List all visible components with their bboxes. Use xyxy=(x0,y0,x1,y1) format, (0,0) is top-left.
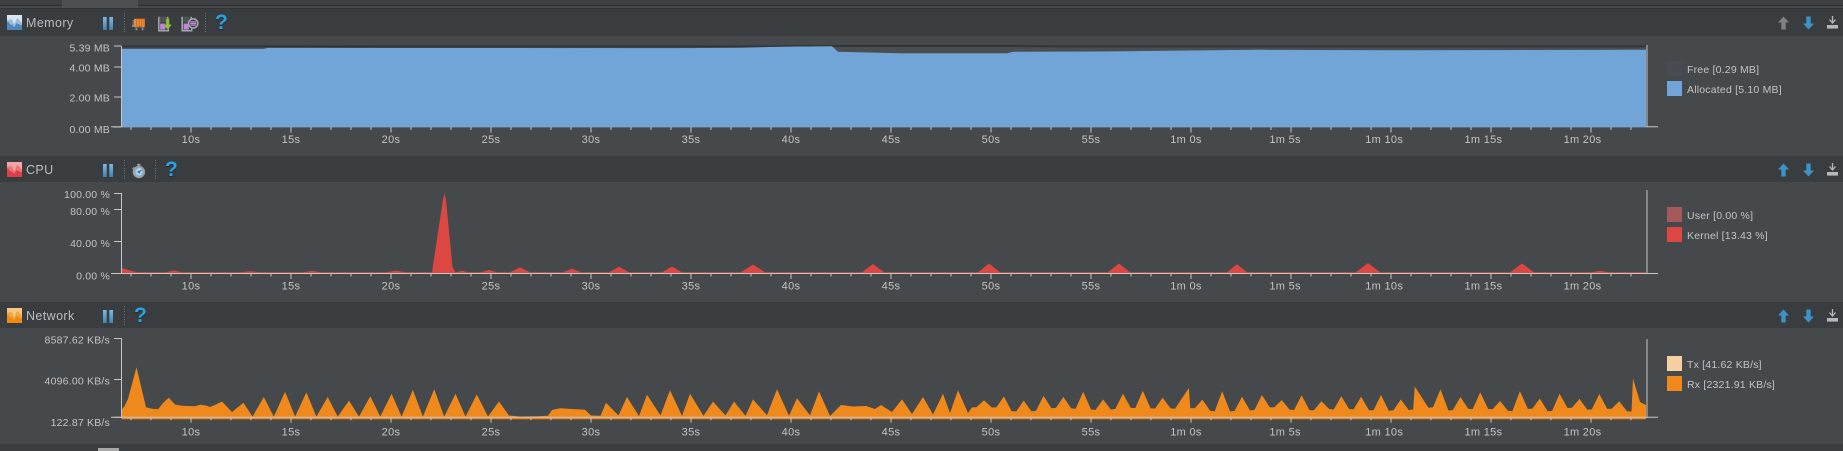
svg-text:25s: 25s xyxy=(482,281,501,293)
svg-text:20s: 20s xyxy=(382,134,401,146)
svg-text:1m 15s: 1m 15s xyxy=(1464,427,1502,439)
svg-text:25s: 25s xyxy=(482,134,501,146)
svg-text:Free [0.29 MB]: Free [0.29 MB] xyxy=(1687,64,1759,76)
svg-text:1m 10s: 1m 10s xyxy=(1365,427,1403,439)
svg-text:1m 0s: 1m 0s xyxy=(1170,134,1202,146)
svg-text:1m 10s: 1m 10s xyxy=(1365,281,1403,293)
svg-text:40.00 %: 40.00 % xyxy=(70,238,110,250)
svg-text:Kernel [13.43 %]: Kernel [13.43 %] xyxy=(1687,230,1768,242)
svg-text:0.00 %: 0.00 % xyxy=(76,271,110,283)
svg-text:1m 15s: 1m 15s xyxy=(1464,134,1502,146)
svg-text:1m 5s: 1m 5s xyxy=(1269,134,1301,146)
svg-text:1m 20s: 1m 20s xyxy=(1564,427,1602,439)
svg-text:15s: 15s xyxy=(282,427,301,439)
svg-text:1m 15s: 1m 15s xyxy=(1464,281,1502,293)
svg-text:55s: 55s xyxy=(1082,281,1101,293)
svg-text:122.87 KB/s: 122.87 KB/s xyxy=(51,417,110,429)
svg-text:45s: 45s xyxy=(882,427,901,439)
svg-text:35s: 35s xyxy=(682,134,701,146)
svg-text:1m 20s: 1m 20s xyxy=(1564,134,1602,146)
svg-text:30s: 30s xyxy=(582,281,601,293)
svg-text:8587.62 KB/s: 8587.62 KB/s xyxy=(45,335,110,347)
svg-text:55s: 55s xyxy=(1082,134,1101,146)
svg-text:50s: 50s xyxy=(982,427,1001,439)
svg-text:45s: 45s xyxy=(882,281,901,293)
svg-text:40s: 40s xyxy=(782,427,801,439)
svg-text:4.00 MB: 4.00 MB xyxy=(69,63,110,75)
svg-text:1m 20s: 1m 20s xyxy=(1564,281,1602,293)
svg-text:30s: 30s xyxy=(582,134,601,146)
svg-text:55s: 55s xyxy=(1082,427,1101,439)
svg-text:25s: 25s xyxy=(482,427,501,439)
svg-text:5.39 MB: 5.39 MB xyxy=(69,43,110,55)
svg-text:35s: 35s xyxy=(682,281,701,293)
svg-text:10s: 10s xyxy=(182,427,201,439)
svg-text:50s: 50s xyxy=(982,281,1001,293)
svg-text:15s: 15s xyxy=(282,134,301,146)
svg-text:40s: 40s xyxy=(782,134,801,146)
svg-text:10s: 10s xyxy=(182,134,201,146)
svg-text:Tx [41.62 KB/s]: Tx [41.62 KB/s] xyxy=(1687,359,1762,371)
svg-text:10s: 10s xyxy=(182,281,201,293)
svg-text:1m 10s: 1m 10s xyxy=(1365,134,1403,146)
svg-text:1m 0s: 1m 0s xyxy=(1170,281,1202,293)
svg-text:1m 5s: 1m 5s xyxy=(1269,427,1301,439)
svg-text:Rx [2321.91 KB/s]: Rx [2321.91 KB/s] xyxy=(1687,379,1775,391)
svg-text:40s: 40s xyxy=(782,281,801,293)
svg-text:20s: 20s xyxy=(382,281,401,293)
svg-text:1m 0s: 1m 0s xyxy=(1170,427,1202,439)
svg-text:2.00 MB: 2.00 MB xyxy=(69,93,110,105)
svg-text:User [0.00 %]: User [0.00 %] xyxy=(1687,210,1753,222)
svg-text:30s: 30s xyxy=(582,427,601,439)
svg-text:Allocated [5.10 MB]: Allocated [5.10 MB] xyxy=(1687,84,1782,96)
svg-text:45s: 45s xyxy=(882,134,901,146)
svg-text:35s: 35s xyxy=(682,427,701,439)
svg-text:15s: 15s xyxy=(282,281,301,293)
svg-text:20s: 20s xyxy=(382,427,401,439)
svg-text:0.00 MB: 0.00 MB xyxy=(69,124,110,136)
svg-text:80.00 %: 80.00 % xyxy=(70,206,110,218)
svg-text:50s: 50s xyxy=(982,134,1001,146)
svg-text:100.00 %: 100.00 % xyxy=(64,189,110,201)
svg-text:4096.00 KB/s: 4096.00 KB/s xyxy=(45,376,110,388)
svg-text:1m 5s: 1m 5s xyxy=(1269,281,1301,293)
